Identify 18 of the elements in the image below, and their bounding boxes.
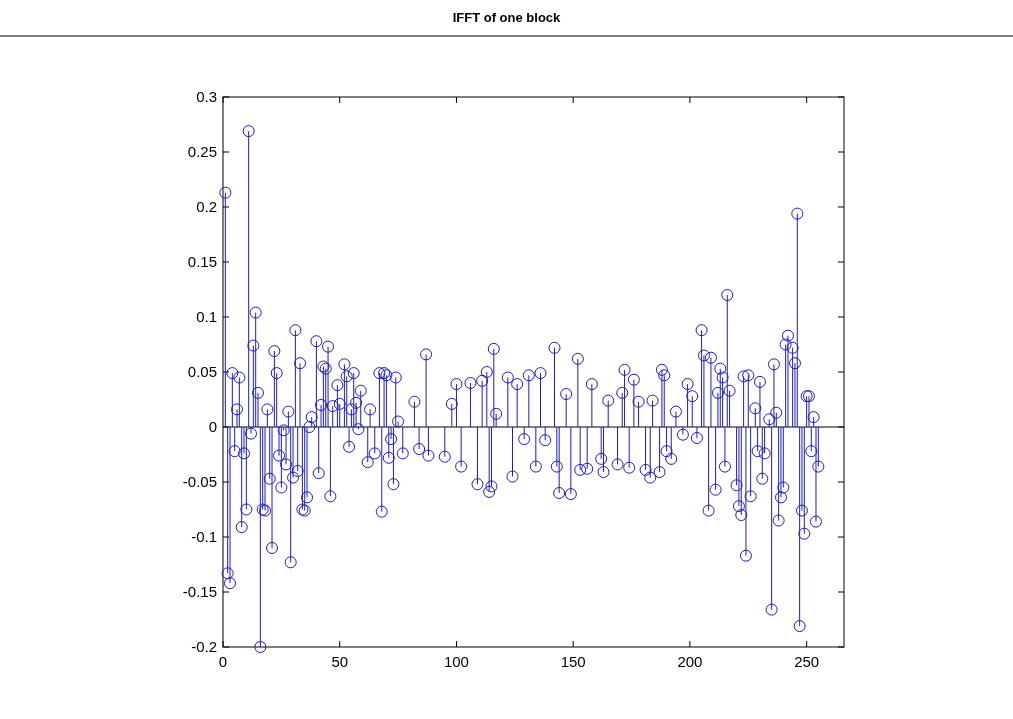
x-tick-label: 100 (443, 653, 469, 670)
y-tick-label: 0.3 (196, 88, 217, 105)
y-tick-label: 0.25 (187, 143, 217, 160)
y-tick-label: 0.05 (187, 363, 217, 380)
y-tick-label: 0.2 (196, 198, 217, 215)
x-tick-label: 50 (331, 653, 349, 670)
x-tick-label: 250 (794, 653, 820, 670)
y-tick-label: 0 (208, 418, 217, 435)
x-tick-label: 200 (677, 653, 703, 670)
chart-title: IFFT of one block (452, 10, 562, 25)
y-tick-label: -0.2 (191, 638, 217, 655)
y-tick-label: 0.1 (196, 308, 217, 325)
y-tick-label: -0.05 (182, 473, 217, 490)
y-tick-label: -0.15 (182, 583, 217, 600)
x-tick-label: 0 (218, 653, 228, 670)
y-tick-label: -0.1 (191, 528, 217, 545)
y-tick-label: 0.15 (187, 253, 217, 270)
x-tick-label: 150 (560, 653, 586, 670)
